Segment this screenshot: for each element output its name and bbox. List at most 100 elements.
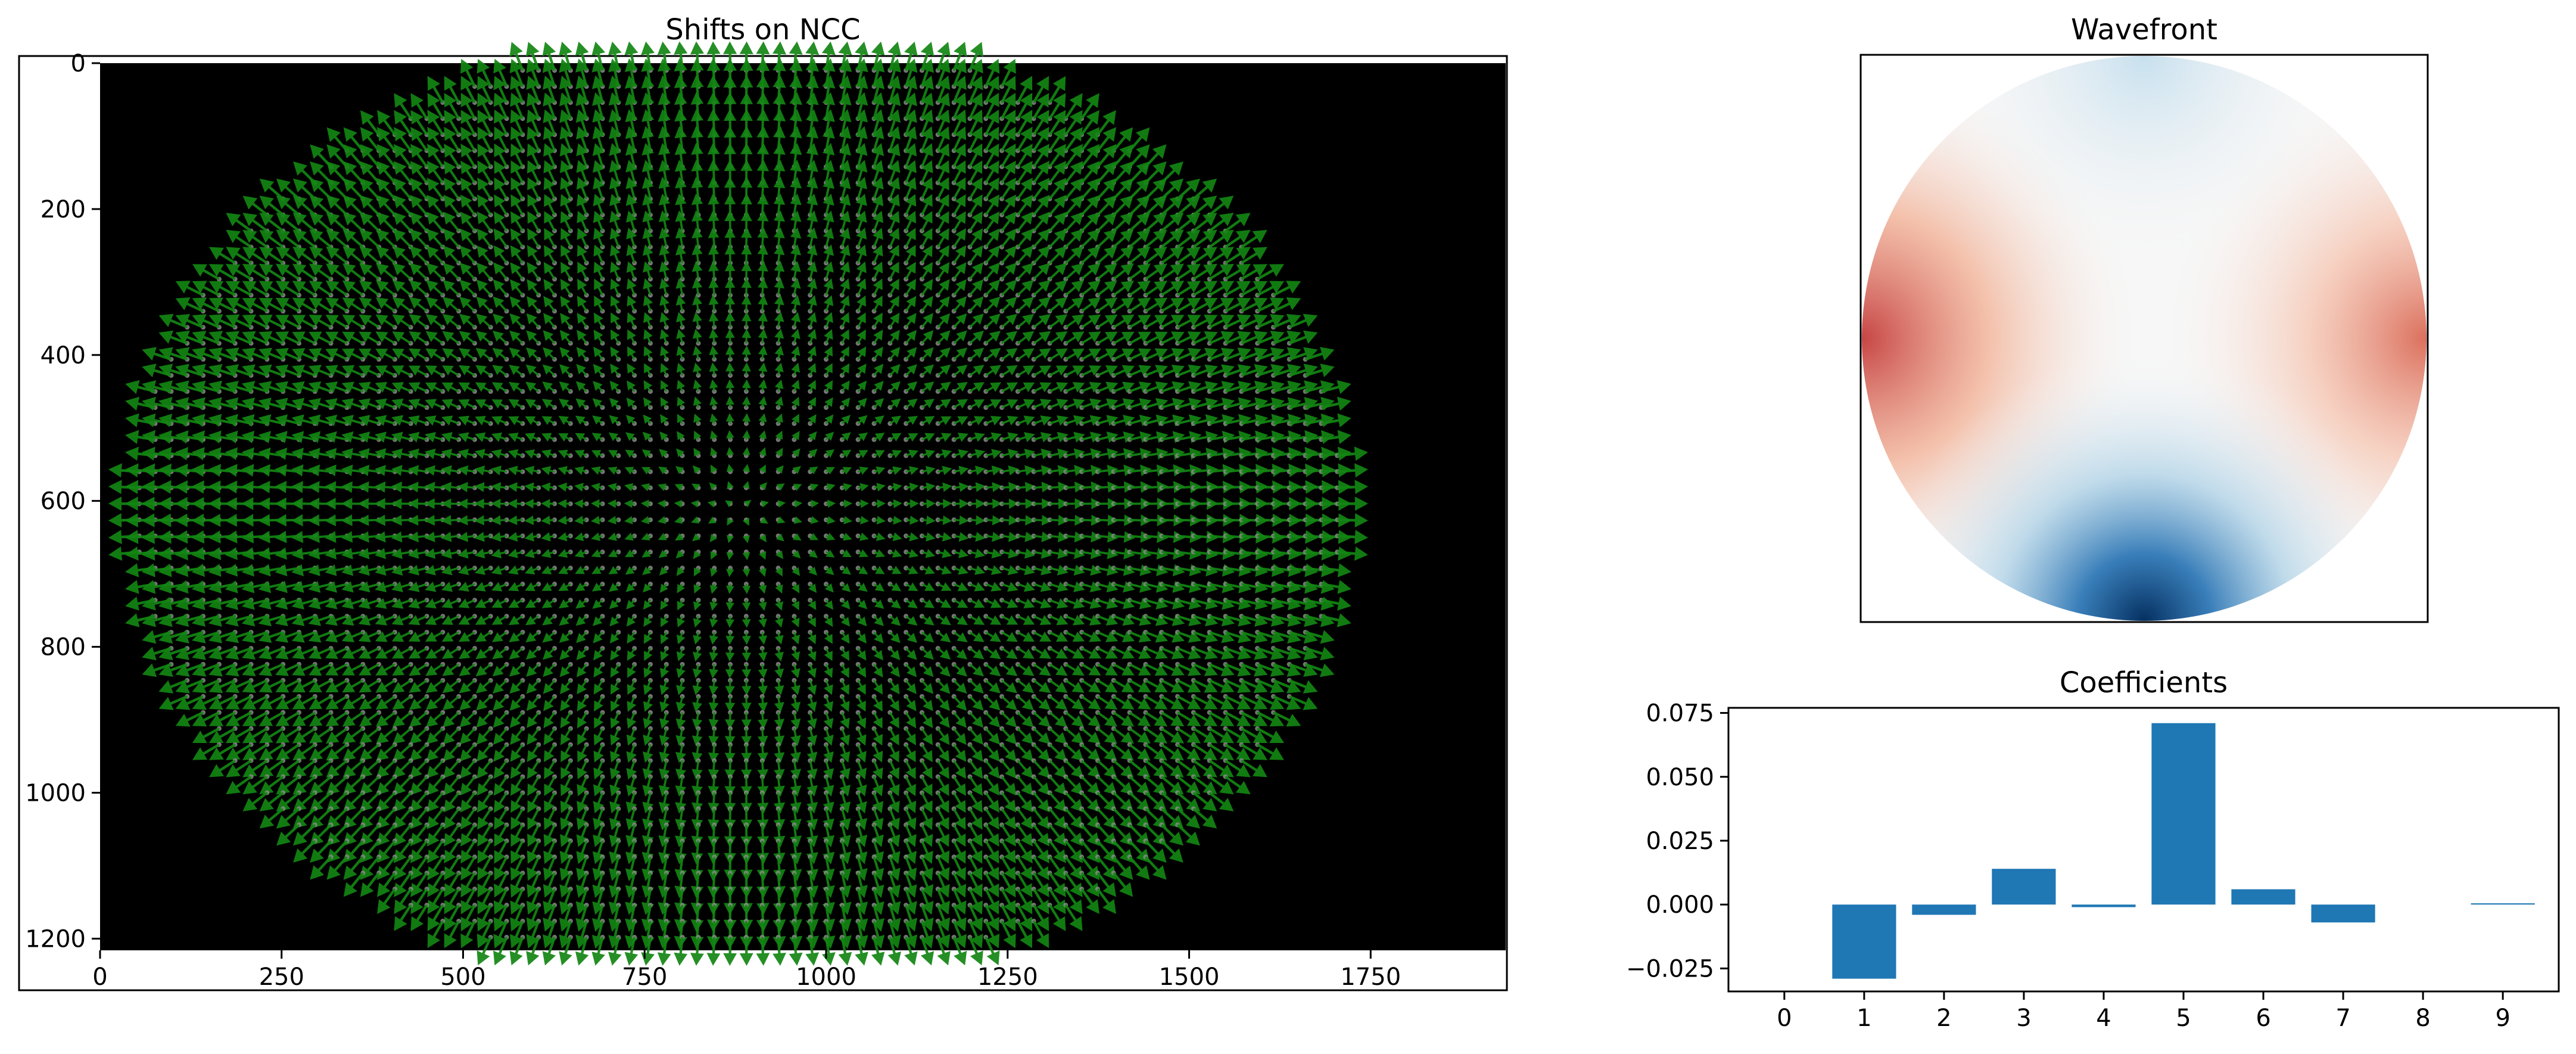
shift-arrow [309,348,332,360]
shift-arrow [921,262,933,280]
shift-arrow [359,314,380,328]
shift-arrow [985,143,999,167]
shift-arrow [1225,213,1251,232]
shift-arrow [920,58,934,87]
shift-arrow [541,433,555,442]
shift-arrow [259,247,284,265]
shift-arrow [821,41,836,71]
shift-arrow [1337,513,1368,528]
shift-arrow [707,92,720,119]
shift-arrow [675,466,684,474]
shift-arrow [953,365,968,377]
shift-arrow [1001,178,1016,200]
shift-arrow [1145,447,1169,460]
shift-arrow [408,415,428,426]
shift-arrow [826,549,835,558]
shift-arrow [1113,431,1135,443]
shift-arrow [407,531,427,543]
shift-arrow [806,160,818,184]
shift-arrow [858,483,869,492]
shift-arrow [659,278,669,296]
shift-arrow [191,447,220,461]
shift-arrow [624,467,635,475]
shift-arrow [1209,480,1235,494]
shift-arrow [291,531,315,543]
shift-arrow [375,564,395,576]
shift-arrow [1192,281,1218,297]
shift-arrow [775,413,783,424]
shift-arrow [954,482,969,492]
spot [1015,517,1020,523]
shift-arrow [986,482,1002,492]
shift-arrow [608,532,619,541]
spot [904,485,909,490]
shift-arrow [442,348,460,360]
shift-arrow [725,328,735,344]
quiver-field [108,41,1368,966]
spot [935,533,940,539]
shift-arrow [1065,399,1085,409]
shift-arrow [691,193,703,215]
shift-arrow [325,564,347,576]
shift-arrow [476,211,492,232]
shift-arrow [1033,498,1052,509]
shift-arrow [275,431,300,443]
shift-arrow [576,160,588,184]
shift-arrow [969,296,984,312]
shift-arrow [544,228,556,248]
shift-arrow [741,278,752,296]
shift-arrow [756,58,770,87]
shift-arrow [659,261,670,279]
shift-arrow [890,515,902,525]
shift-arrow [325,464,347,477]
shift-arrow [491,499,507,509]
shift-arrow [476,279,492,296]
spot [552,517,557,523]
shift-arrow [676,567,685,576]
shift-arrow [475,382,491,393]
shift-arrow [1160,229,1184,248]
shift-arrow [258,530,284,543]
shift-arrow [474,548,491,559]
shift-arrow [985,465,1002,475]
shift-arrow [726,534,734,543]
shift-arrow [627,380,636,392]
shift-arrow [1145,548,1169,560]
shift-arrow [510,76,524,103]
shift-arrow [969,433,985,442]
shift-arrow [1241,530,1269,544]
shift-arrow [391,431,412,443]
shift-arrow [952,126,967,151]
shift-arrow [191,497,219,511]
shift-arrow [560,296,572,312]
shift-arrow [225,480,251,494]
shift-arrow [809,533,819,540]
shift-arrow [308,398,332,410]
shift-arrow [1144,144,1167,168]
shift-arrow [258,547,284,560]
shift-arrow [641,41,655,71]
shift-arrow [740,193,752,215]
shift-arrow [1192,247,1217,265]
shift-arrow [560,279,572,296]
shift-arrow [756,176,769,199]
shift-arrow [358,481,379,493]
shift-arrow [493,313,507,328]
shift-arrow [460,126,476,151]
shift-arrow [1017,245,1033,264]
shift-arrow [872,210,883,232]
shift-arrow [1161,297,1185,313]
shift-arrow [410,93,428,120]
shift-arrow [936,42,951,71]
shift-arrow [475,365,491,377]
shift-arrow [677,396,686,408]
shift-arrow [839,227,851,248]
shift-arrow [192,380,220,394]
shift-arrow [693,362,702,376]
shift-arrow [610,295,620,312]
shift-arrow [576,126,588,151]
shift-arrow [1049,515,1069,526]
shift-arrow [242,229,268,248]
shift-arrow [873,549,886,558]
shift-arrow [510,92,524,119]
